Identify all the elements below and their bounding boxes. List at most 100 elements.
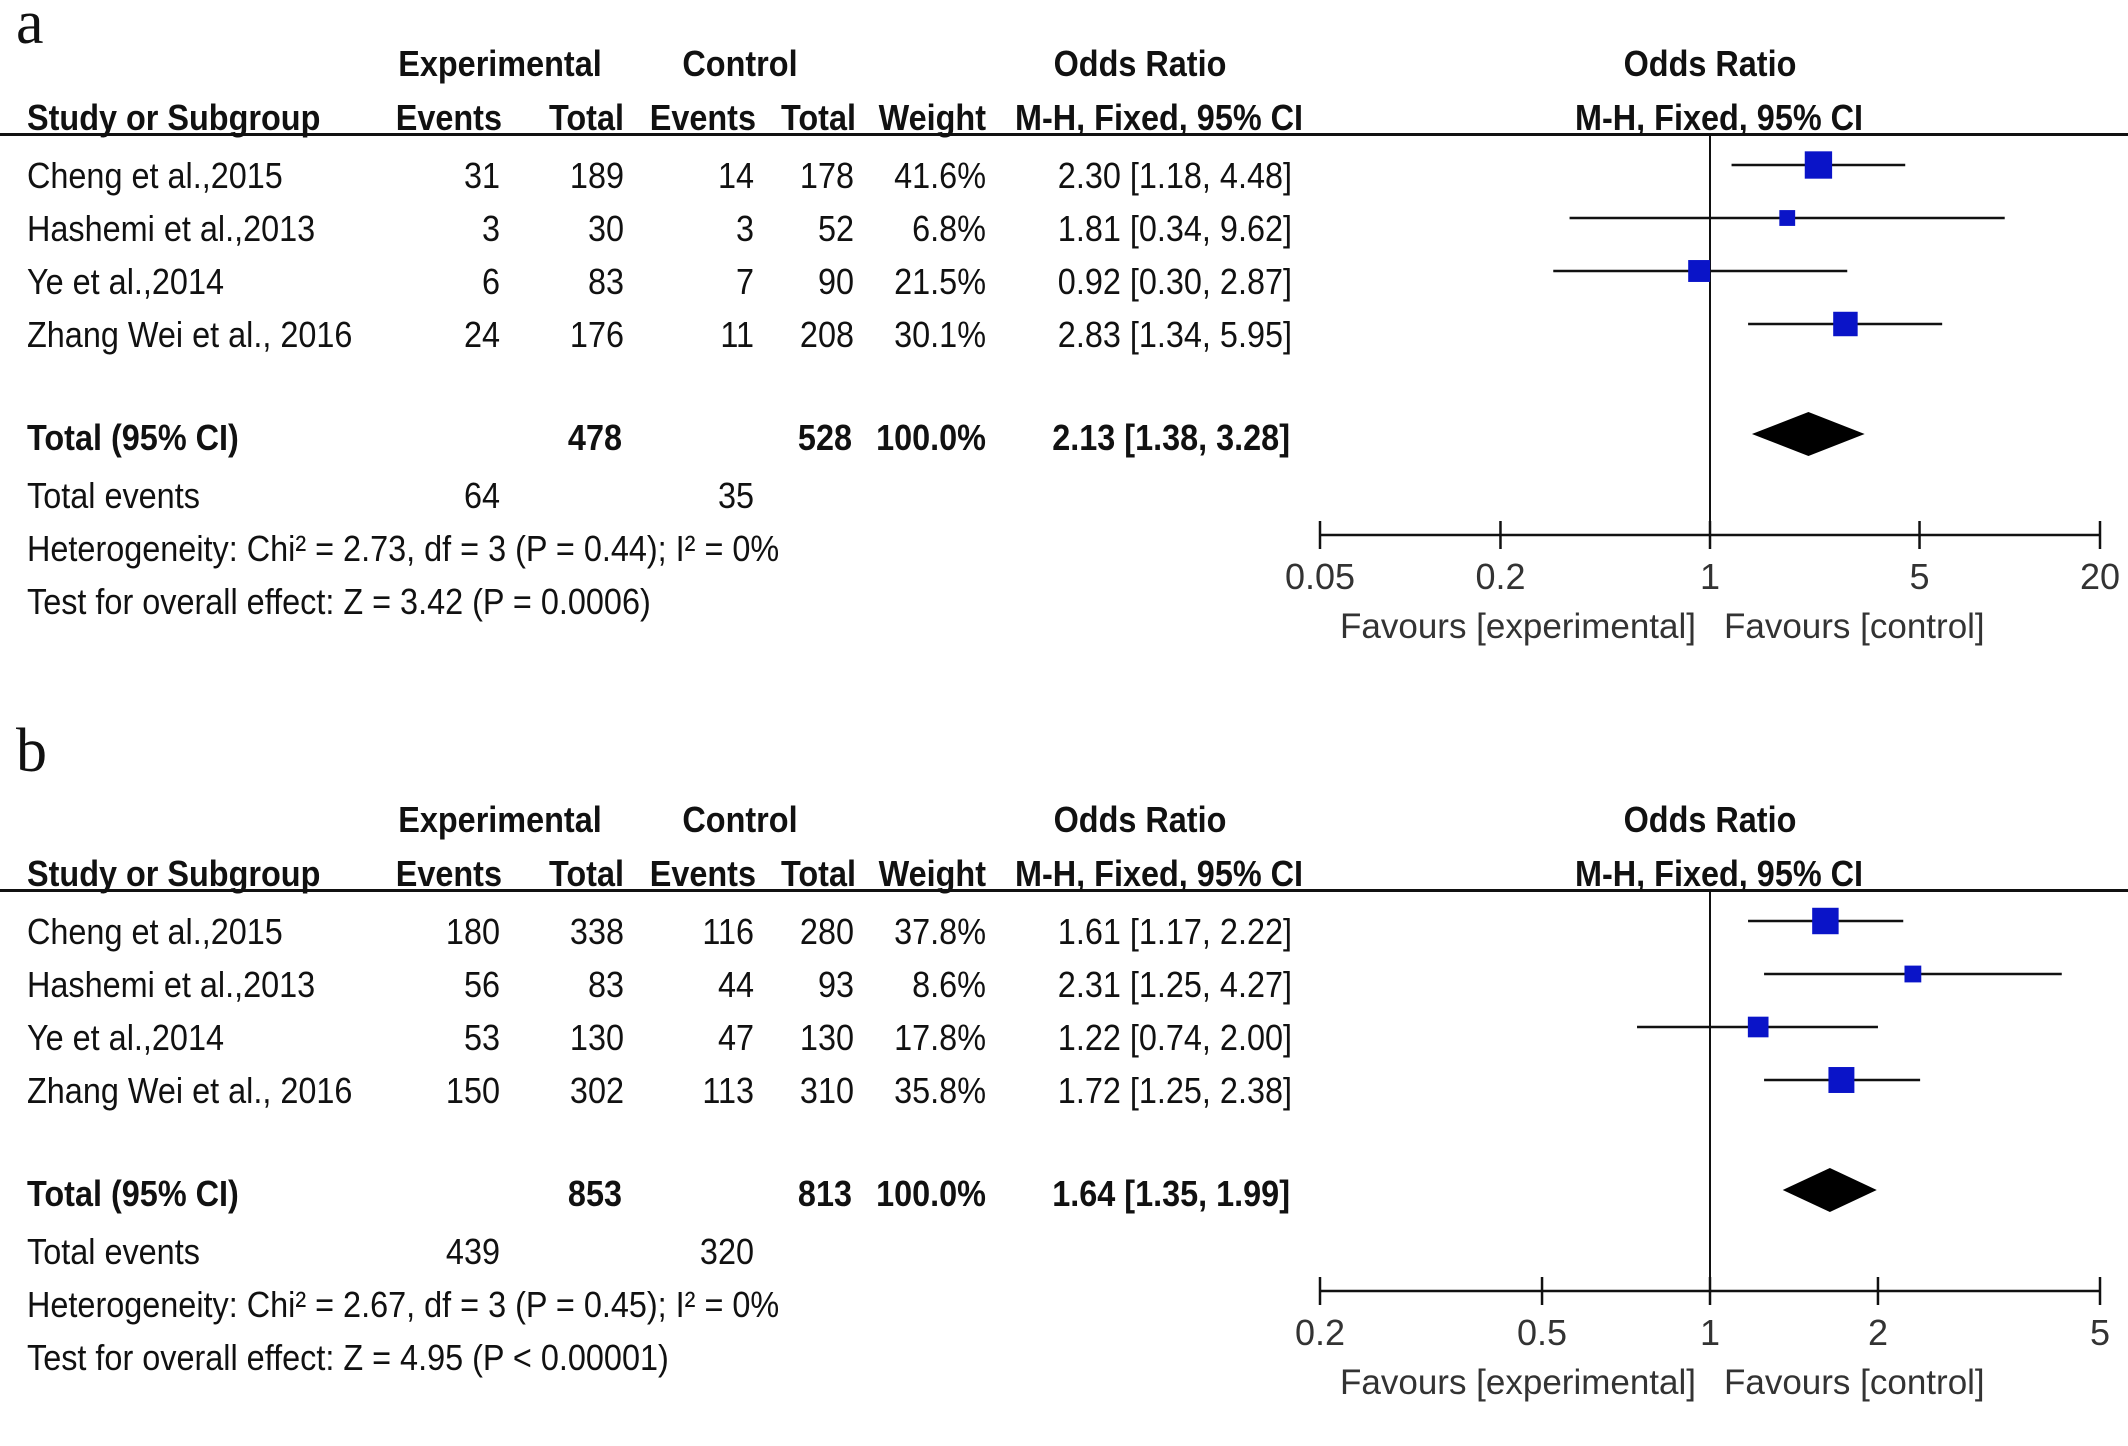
heterogeneity-text: Heterogeneity: Chi² = 2.73, df = 3 (P = … [27, 528, 780, 569]
events-exp: 24 [463, 314, 500, 355]
header-weight: Weight [878, 853, 986, 894]
favours-experimental-label: Favours [experimental] [1340, 1363, 1696, 1402]
header-total-exp: Total [549, 97, 624, 138]
total-weight: 100.0% [876, 417, 986, 458]
total-events-exp: 64 [463, 475, 500, 516]
events-ctl: 44 [717, 964, 754, 1005]
x-tick-label: 0.2 [1295, 1312, 1345, 1353]
study-name: Hashemi et al.,2013 [27, 964, 316, 1005]
header-study: Study or Subgroup [27, 97, 321, 138]
header-weight: Weight [878, 97, 986, 138]
favours-control-label: Favours [control] [1724, 1363, 1985, 1402]
total-exp: 189 [569, 155, 624, 196]
total-exp: 338 [569, 911, 624, 952]
study-name: Zhang Wei et al., 2016 [27, 314, 353, 355]
or-ci: 2.31 [1.25, 4.27] [1057, 964, 1292, 1005]
x-tick-label: 0.05 [1285, 556, 1355, 597]
header-method-plot: M-H, Fixed, 95% CI [1575, 97, 1864, 138]
events-exp: 180 [445, 911, 500, 952]
study-marker [1747, 1016, 1769, 1038]
total-ctl: 208 [799, 314, 854, 355]
total-ctl: 90 [817, 261, 854, 302]
header-method: M-H, Fixed, 95% CI [1015, 97, 1304, 138]
heterogeneity-text: Heterogeneity: Chi² = 2.67, df = 3 (P = … [27, 1284, 780, 1325]
study-marker [1833, 311, 1858, 337]
header-study: Study or Subgroup [27, 853, 321, 894]
study-name: Ye et al.,2014 [27, 261, 224, 302]
study-name: Cheng et al.,2015 [27, 911, 283, 952]
study-name: Zhang Wei et al., 2016 [27, 1070, 353, 1111]
events-ctl: 47 [717, 1017, 754, 1058]
favours-experimental-label: Favours [experimental] [1340, 607, 1696, 646]
total-ctl: 52 [817, 208, 854, 249]
header-rule [0, 889, 2128, 892]
total-exp: 853 [567, 1173, 622, 1214]
x-tick-label: 0.2 [1475, 556, 1525, 597]
header-odds-ratio: Odds Ratio [1053, 799, 1227, 840]
weight: 17.8% [894, 1017, 986, 1058]
total-events-ctl: 320 [699, 1231, 754, 1272]
total-ctl: 813 [797, 1173, 852, 1214]
study-name: Cheng et al.,2015 [27, 155, 283, 196]
events-ctl: 14 [717, 155, 754, 196]
events-exp: 150 [445, 1070, 500, 1111]
total-ctl: 93 [817, 964, 854, 1005]
events-ctl: 3 [735, 208, 754, 249]
total-exp: 478 [567, 417, 622, 458]
total-ctl: 280 [799, 911, 854, 952]
total-ctl: 310 [799, 1070, 854, 1111]
total-exp: 302 [569, 1070, 624, 1111]
weight: 21.5% [894, 261, 986, 302]
study-marker [1804, 151, 1833, 179]
total-exp: 83 [587, 964, 624, 1005]
total-ctl: 130 [799, 1017, 854, 1058]
study-marker [1688, 260, 1711, 282]
pooled-diamond [1751, 412, 1865, 456]
total-exp: 83 [587, 261, 624, 302]
forest-plot-area: 0.2 0.5 1 2 5 Favours [experimental] Favours [… [1295, 890, 2110, 1402]
header-events-ctl: Events [649, 853, 756, 894]
header-odds-ratio-plot: Odds Ratio [1623, 799, 1797, 840]
weight: 35.8% [894, 1070, 986, 1111]
events-ctl: 113 [702, 1070, 754, 1111]
x-tick-label: 5 [1910, 556, 1930, 597]
header-experimental: Experimental [398, 799, 602, 840]
or-ci: 1.81 [0.34, 9.62] [1057, 208, 1292, 249]
study-marker [1828, 1067, 1855, 1093]
panel-label: a [16, 0, 44, 57]
header-odds-ratio: Odds Ratio [1053, 43, 1227, 84]
header-method-plot: M-H, Fixed, 95% CI [1575, 853, 1864, 894]
x-tick-label: 5 [2090, 1312, 2110, 1353]
total-weight: 100.0% [876, 1173, 986, 1214]
total-exp: 30 [587, 208, 624, 249]
total-or-ci: 2.13 [1.38, 3.28] [1052, 417, 1290, 458]
total-ctl: 178 [799, 155, 854, 196]
header-experimental: Experimental [398, 43, 602, 84]
or-ci: 0.92 [0.30, 2.87] [1057, 261, 1292, 302]
events-exp: 6 [481, 261, 500, 302]
events-exp: 56 [463, 964, 500, 1005]
total-events-label: Total events [27, 475, 200, 516]
forest-plot-panel-a: a Experimental Control Odds Ratio Odds R… [0, 0, 2128, 690]
study-name: Hashemi et al.,2013 [27, 208, 316, 249]
total-label: Total (95% CI) [27, 1173, 239, 1214]
or-ci: 2.83 [1.34, 5.95] [1057, 314, 1292, 355]
study-name: Ye et al.,2014 [27, 1017, 224, 1058]
events-exp: 53 [463, 1017, 500, 1058]
x-tick-label: 0.5 [1517, 1312, 1567, 1353]
study-marker [1779, 210, 1796, 226]
or-ci: 2.30 [1.18, 4.48] [1057, 155, 1292, 196]
favours-control-label: Favours [control] [1724, 607, 1985, 646]
overall-effect-text: Test for overall effect: Z = 4.95 (P < 0… [27, 1337, 669, 1378]
header-method: M-H, Fixed, 95% CI [1015, 853, 1304, 894]
panel-label: b [16, 717, 47, 785]
total-ctl: 528 [797, 417, 852, 458]
or-ci: 1.22 [0.74, 2.00] [1057, 1017, 1292, 1058]
header-odds-ratio-plot: Odds Ratio [1623, 43, 1797, 84]
header-events-ctl: Events [649, 97, 756, 138]
x-tick-label: 1 [1700, 556, 1720, 597]
total-exp: 176 [569, 314, 624, 355]
total-label: Total (95% CI) [27, 417, 239, 458]
forest-plot-area: 0.05 0.2 1 5 20 Favours [experimental] Favours… [1285, 134, 2120, 646]
total-exp: 130 [569, 1017, 624, 1058]
